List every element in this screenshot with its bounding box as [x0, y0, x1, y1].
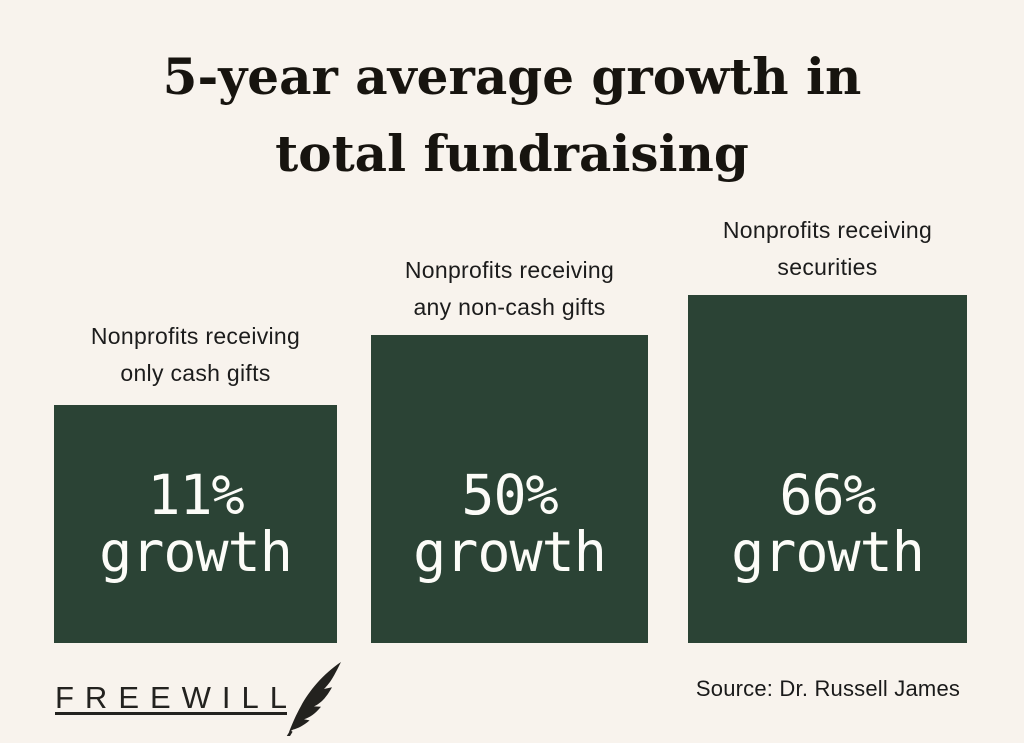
source-note: Source: Dr. Russell James — [695, 676, 961, 701]
stat-non-cash-gifts: 50% growth — [371, 467, 648, 581]
stat-growth-word: growth — [413, 520, 607, 584]
stat-value: 50% — [461, 463, 558, 527]
stat-growth-word: growth — [731, 520, 925, 584]
chart-title-line-1: 5-year average growth in — [162, 47, 862, 106]
chart-title: 5-year average growth in total fundraisi… — [0, 38, 1024, 192]
quill-feather-icon — [286, 662, 341, 736]
stat-growth-word: growth — [99, 520, 293, 584]
bar-label-line: only cash gifts — [120, 360, 271, 386]
bar-label-line: any non-cash gifts — [413, 294, 606, 320]
stat-value: 11% — [147, 463, 244, 527]
chart-title-line-2: total fundraising — [275, 124, 749, 183]
bar-label-only-cash-gifts: Nonprofits receiving only cash gifts — [34, 318, 357, 392]
freewill-logo: FREEWILL — [55, 662, 341, 738]
bar-label-line: Nonprofits receiving — [722, 217, 933, 243]
bar-label-line: Nonprofits receiving — [404, 257, 615, 283]
bar-securities: 66% growth — [688, 295, 967, 643]
freewill-wordmark: FREEWILL — [55, 680, 299, 715]
bar-only-cash-gifts: 11% growth — [54, 405, 337, 643]
stat-only-cash-gifts: 11% growth — [54, 467, 337, 581]
bar-label-securities: Nonprofits receiving securities — [668, 212, 987, 286]
bar-label-line: securities — [777, 254, 878, 280]
logo-underline — [55, 712, 287, 715]
bar-non-cash-gifts: 50% growth — [371, 335, 648, 643]
stat-securities: 66% growth — [688, 467, 967, 581]
bar-label-line: Nonprofits receiving — [90, 323, 301, 349]
bar-label-non-cash-gifts: Nonprofits receiving any non-cash gifts — [351, 252, 668, 326]
stat-value: 66% — [779, 463, 876, 527]
